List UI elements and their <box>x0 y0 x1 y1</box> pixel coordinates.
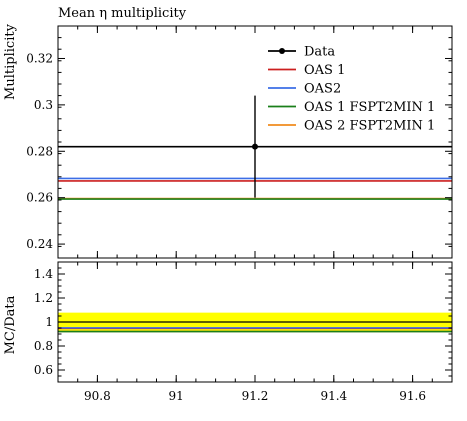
legend-entry-label: Data <box>304 45 335 60</box>
data-point <box>252 143 258 150</box>
chart-title: Mean η multiplicity <box>58 6 187 21</box>
ratio-y-axis-label: MC/Data <box>3 295 18 354</box>
main-ytick-label: 0.32 <box>26 51 53 65</box>
ratio-xtick-label: 91.2 <box>242 389 269 403</box>
main-y-axis-label: Multiplicity <box>3 23 18 100</box>
legend: Data OAS 1 OAS2 OAS 1 FSPT2MIN 1 OAS 2 FSPT2… <box>268 45 435 134</box>
legend-entry-label: OAS 1 <box>304 63 345 78</box>
ratio-xtick-label: 90.8 <box>84 389 111 403</box>
ratio-xtick-label: 91.6 <box>399 389 426 403</box>
main-series-group <box>58 95 452 200</box>
legend-entry-label: OAS 1 FSPT2MIN 1 <box>304 100 435 115</box>
ratio-ytick-label: 1.2 <box>34 291 53 305</box>
ratio-ytick-label: 1.4 <box>34 267 53 281</box>
main-ytick-label: 0.26 <box>26 191 53 205</box>
legend-entry-label: OAS 2 FSPT2MIN 1 <box>304 119 435 134</box>
main-plot-panel: 0.24 0.26 0.28 0.3 0.32 <box>26 25 453 259</box>
main-ytick-label: 0.24 <box>26 237 53 251</box>
ratio-xtick-label: 91.4 <box>320 389 347 403</box>
ratio-series-group <box>58 312 452 333</box>
ratio-ytick-label: 0.8 <box>34 339 53 353</box>
main-ytick-label: 0.3 <box>34 98 53 112</box>
ratio-xtick-label: 91 <box>169 389 184 403</box>
ratio-ytick-label: 1 <box>45 315 53 329</box>
legend-entry-label: OAS2 <box>304 82 341 97</box>
legend-marker <box>279 48 285 54</box>
ratio-ytick-label: 0.6 <box>34 363 53 377</box>
main-ytick-label: 0.28 <box>26 144 53 158</box>
ratio-plot-panel: 0.6 0.8 1 1.2 1.4 90.8 91 91.2 91.4 91.6 <box>34 261 453 403</box>
